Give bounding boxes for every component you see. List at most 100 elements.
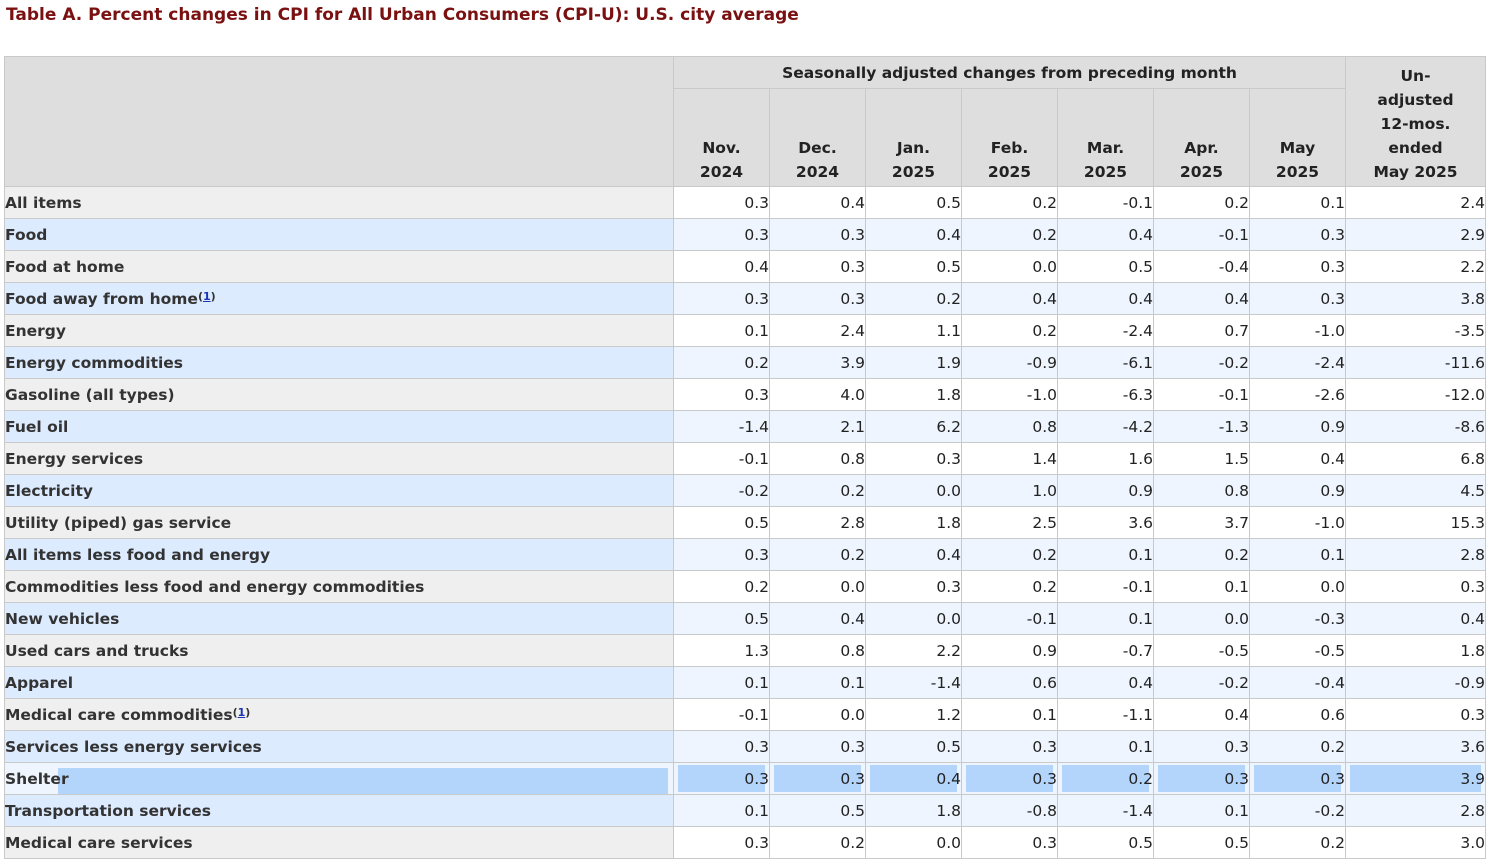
group-header: Seasonally adjusted changes from precedi… [673, 56, 1346, 89]
annual-value-cell: -8.6 [1345, 410, 1486, 443]
table-row: Electricity -0.2 0.2 0.0 1.0 0.9 0.8 0.9 4.5 [4, 474, 1486, 507]
value-cell: 2.4 [769, 314, 866, 347]
value-cell: 0.2 [961, 314, 1058, 347]
value-cell: -1.0 [1249, 506, 1346, 539]
annual-value-cell: 0.3 [1345, 698, 1486, 731]
value-cell: 0.3 [1249, 218, 1346, 251]
footnote-link[interactable]: 1 [237, 705, 246, 719]
value-cell: 0.0 [865, 826, 962, 859]
value-cell: 0.3 [769, 218, 866, 251]
value-cell: 0.5 [865, 730, 962, 763]
table-row: Gasoline (all types) 0.3 4.0 1.8 -1.0 -6.3 -0.… [4, 378, 1486, 411]
value-cell: 6.2 [865, 410, 962, 443]
value-cell: 0.5 [865, 186, 962, 219]
table-row: Energy services -0.1 0.8 0.3 1.4 1.6 1.5 0.4 6.8 [4, 442, 1486, 475]
value-cell: 0.9 [961, 634, 1058, 667]
value-cell: -0.4 [1249, 666, 1346, 699]
value-cell: 0.3 [673, 378, 770, 411]
table-row: Food 0.3 0.3 0.4 0.2 0.4 -0.1 0.3 2.9 [4, 218, 1486, 251]
value-cell: 0.2 [1249, 826, 1346, 859]
month-header-row: Nov. 2024 Dec. 2024 Jan. 2025 Feb. 2025 Mar. 2025… [5, 88, 1486, 187]
table-row: Fuel oil -1.4 2.1 6.2 0.8 -4.2 -1.3 0.9 -8.6 [4, 410, 1486, 443]
table-row: New vehicles 0.5 0.4 0.0 -0.1 0.1 0.0 -0.3 0.4 [4, 602, 1486, 635]
value-cell: 0.1 [1153, 570, 1250, 603]
value-cell: 0.4 [1057, 218, 1154, 251]
row-label: Services less energy services [4, 730, 674, 763]
row-label: New vehicles [4, 602, 674, 635]
value-cell: 0.2 [769, 826, 866, 859]
footnote-marker: (1) [232, 705, 251, 719]
value-cell: 0.2 [961, 218, 1058, 251]
value-cell: 0.5 [865, 250, 962, 283]
value-cell: 3.6 [1057, 506, 1154, 539]
value-cell: 0.4 [1153, 698, 1250, 731]
annual-value-cell: 4.5 [1345, 474, 1486, 507]
value-cell: -0.2 [673, 474, 770, 507]
annual-value-cell: -0.9 [1345, 666, 1486, 699]
value-cell: 2.8 [769, 506, 866, 539]
row-label: All items [4, 186, 674, 219]
table-header: Seasonally adjusted changes from precedi… [4, 56, 1486, 187]
footnote-link[interactable]: 1 [202, 289, 211, 303]
value-cell: 1.8 [865, 506, 962, 539]
unadjusted-header: Un- adjusted 12-mos. ended May 2025 [1345, 56, 1486, 187]
value-cell: -0.1 [1057, 570, 1154, 603]
month-header: Feb. 2025 [961, 88, 1058, 187]
value-cell: 0.2 [1057, 762, 1154, 795]
value-cell: 0.0 [961, 250, 1058, 283]
month-header: Apr. 2025 [1153, 88, 1250, 187]
value-cell: -4.2 [1057, 410, 1154, 443]
value-cell: 0.2 [961, 570, 1058, 603]
table-body: All items 0.3 0.4 0.5 0.2 -0.1 0.2 0.1 2.4 Food 0.… [4, 186, 1486, 859]
annual-value-cell: 0.4 [1345, 602, 1486, 635]
value-cell: 0.0 [865, 474, 962, 507]
row-label: Energy services [4, 442, 674, 475]
row-label: Food away from home(1) [4, 282, 674, 315]
value-cell: 0.4 [1153, 282, 1250, 315]
value-cell: -0.1 [1153, 378, 1250, 411]
value-cell: -6.3 [1057, 378, 1154, 411]
value-cell: 0.4 [961, 282, 1058, 315]
value-cell: 0.1 [673, 666, 770, 699]
value-cell: 0.2 [1153, 538, 1250, 571]
value-cell: 0.8 [961, 410, 1058, 443]
value-cell: 0.3 [1153, 730, 1250, 763]
value-cell: 1.4 [961, 442, 1058, 475]
annual-value-cell: 2.8 [1345, 794, 1486, 827]
annual-value-cell: 1.8 [1345, 634, 1486, 667]
value-cell: -1.3 [1153, 410, 1250, 443]
stub-header [4, 56, 674, 187]
value-cell: 0.0 [769, 698, 866, 731]
value-cell: -0.5 [1153, 634, 1250, 667]
value-cell: -0.2 [1249, 794, 1346, 827]
value-cell: 0.7 [1153, 314, 1250, 347]
value-cell: 0.5 [769, 794, 866, 827]
annual-value-cell: 6.8 [1345, 442, 1486, 475]
value-cell: 0.3 [1153, 762, 1250, 795]
value-cell: 0.4 [769, 186, 866, 219]
row-label: Apparel [4, 666, 674, 699]
row-label: Medical care services [4, 826, 674, 859]
value-cell: 0.4 [865, 538, 962, 571]
table-row: All items 0.3 0.4 0.5 0.2 -0.1 0.2 0.1 2.4 [4, 186, 1486, 219]
value-cell: -1.4 [673, 410, 770, 443]
table-row: All items less food and energy 0.3 0.2 0.4 0… [4, 538, 1486, 571]
value-cell: -6.1 [1057, 346, 1154, 379]
row-label: Commodities less food and energy commodi… [4, 570, 674, 603]
row-label: All items less food and energy [4, 538, 674, 571]
value-cell: 0.5 [1057, 250, 1154, 283]
month-header: Jan. 2025 [865, 88, 962, 187]
month-header: Mar. 2025 [1057, 88, 1154, 187]
value-cell: 0.2 [1153, 186, 1250, 219]
row-label: Shelter [4, 762, 674, 795]
annual-value-cell: -3.5 [1345, 314, 1486, 347]
table-row: Apparel 0.1 0.1 -1.4 0.6 0.4 -0.2 -0.4 -0.9 [4, 666, 1486, 699]
value-cell: 0.1 [1249, 538, 1346, 571]
table-row: Utility (piped) gas service 0.5 2.8 1.8 2.5 3… [4, 506, 1486, 539]
value-cell: 0.4 [673, 250, 770, 283]
value-cell: 0.9 [1249, 474, 1346, 507]
value-cell: 0.0 [769, 570, 866, 603]
value-cell: 0.3 [673, 762, 770, 795]
row-label: Fuel oil [4, 410, 674, 443]
value-cell: -0.4 [1153, 250, 1250, 283]
